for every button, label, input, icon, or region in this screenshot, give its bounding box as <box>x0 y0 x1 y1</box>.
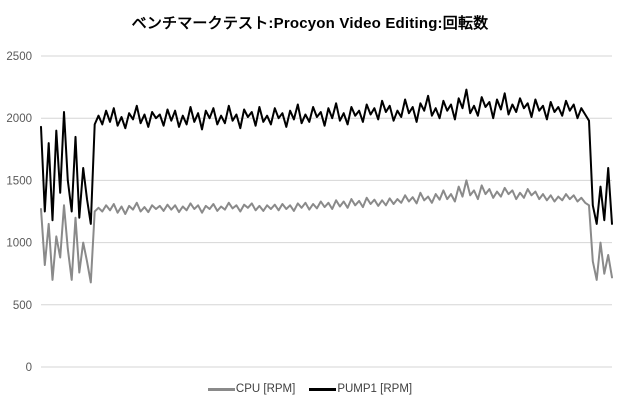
y-axis-tick-labels: 0 500 1000 1500 2000 2500 <box>6 51 32 374</box>
chart-title: ベンチマークテスト:Procyon Video Editing:回転数 <box>131 15 489 32</box>
series-lines <box>40 88 613 284</box>
y-tick-label: 0 <box>26 362 32 374</box>
legend-item-cpu: CPU [RPM] <box>207 383 296 395</box>
cpu-line-swatch <box>207 387 235 391</box>
legend-label-pump1: PUMP1 [RPM] <box>337 383 413 395</box>
y-tick-label: 1500 <box>6 175 32 187</box>
y-tick-label: 2500 <box>6 51 32 63</box>
legend-item-pump1: PUMP1 [RPM] <box>309 383 412 395</box>
y-tick-label: 1000 <box>6 238 32 250</box>
series-line-PUMP1 [RPM] <box>40 88 613 225</box>
legend-label-cpu: CPU [RPM] <box>235 383 296 395</box>
legend: CPU [RPM] PUMP1 [RPM] <box>0 383 620 395</box>
series-line-CPU [RPM] <box>40 179 613 284</box>
pump1-line-swatch <box>309 387 337 391</box>
y-tick-label: 500 <box>13 300 32 312</box>
y-tick-label: 2000 <box>6 113 32 125</box>
